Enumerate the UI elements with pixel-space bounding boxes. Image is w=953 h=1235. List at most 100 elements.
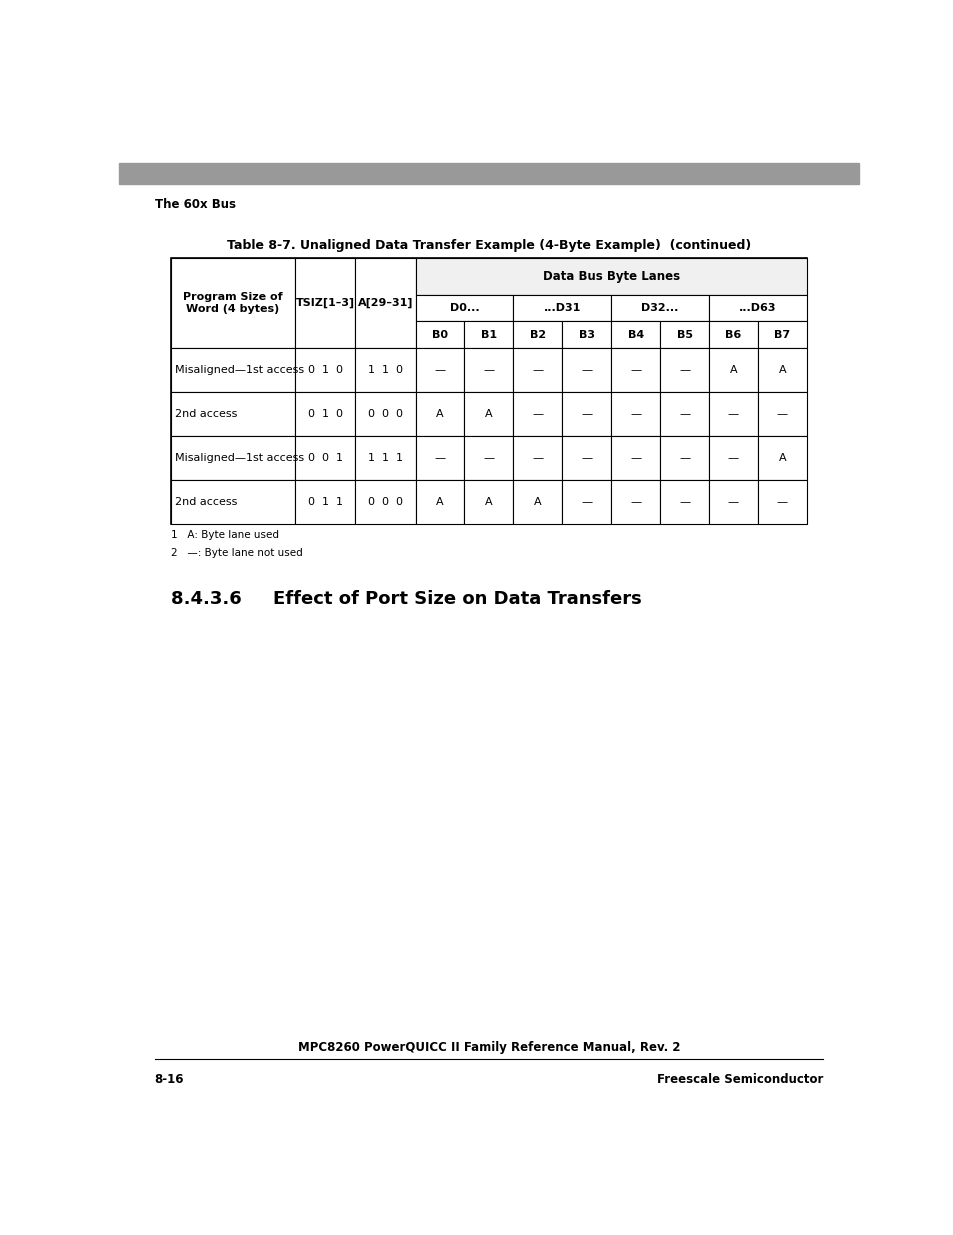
Text: —: — <box>532 409 543 419</box>
Text: —: — <box>679 453 689 463</box>
Text: Table 8-7. Unaligned Data Transfer Example (4-Byte Example)  (continued): Table 8-7. Unaligned Data Transfer Examp… <box>227 238 750 252</box>
Bar <box>708 391 757 436</box>
Text: 0  0  0: 0 0 0 <box>368 409 402 419</box>
Bar <box>611 480 659 524</box>
Text: A: A <box>778 366 785 375</box>
Bar <box>659 348 708 391</box>
Bar <box>294 480 355 524</box>
Bar <box>171 348 294 391</box>
Bar <box>355 258 416 348</box>
Bar <box>464 480 513 524</box>
Bar <box>757 391 806 436</box>
Text: —: — <box>532 366 543 375</box>
Bar <box>171 258 294 348</box>
Text: 2nd access: 2nd access <box>175 496 237 506</box>
Text: A: A <box>729 366 737 375</box>
Text: A: A <box>534 496 541 506</box>
Text: A[29–31]: A[29–31] <box>357 298 413 308</box>
Text: A: A <box>436 496 443 506</box>
Text: B3: B3 <box>578 330 594 340</box>
Text: 2   —: Byte lane not used: 2 —: Byte lane not used <box>171 547 302 557</box>
Bar <box>416 436 464 480</box>
Bar <box>464 391 513 436</box>
Bar <box>416 480 464 524</box>
Bar <box>708 321 757 348</box>
Text: ...D31: ...D31 <box>543 303 580 314</box>
Text: —: — <box>629 453 640 463</box>
Text: Freescale Semiconductor: Freescale Semiconductor <box>656 1072 822 1086</box>
Text: D32...: D32... <box>640 303 679 314</box>
Bar <box>294 348 355 391</box>
Bar <box>355 480 416 524</box>
Bar <box>464 348 513 391</box>
Bar <box>757 436 806 480</box>
Bar <box>561 391 611 436</box>
Text: 0  1  1: 0 1 1 <box>307 496 342 506</box>
Text: 1  1  1: 1 1 1 <box>368 453 402 463</box>
Text: —: — <box>629 496 640 506</box>
Bar <box>355 436 416 480</box>
Bar <box>659 321 708 348</box>
Text: —: — <box>580 453 592 463</box>
Text: —: — <box>679 409 689 419</box>
Bar <box>611 348 659 391</box>
Text: —: — <box>727 496 739 506</box>
Text: —: — <box>629 366 640 375</box>
Text: B0: B0 <box>432 330 448 340</box>
Text: 2nd access: 2nd access <box>175 409 237 419</box>
Bar <box>294 436 355 480</box>
Bar <box>561 480 611 524</box>
Text: —: — <box>434 366 445 375</box>
Bar <box>464 436 513 480</box>
Bar <box>119 163 858 184</box>
Bar <box>611 321 659 348</box>
Text: B2: B2 <box>529 330 545 340</box>
Text: A: A <box>778 453 785 463</box>
Bar <box>659 480 708 524</box>
Text: 0  1  0: 0 1 0 <box>307 366 342 375</box>
Text: —: — <box>727 453 739 463</box>
Bar <box>513 321 561 348</box>
Text: —: — <box>580 496 592 506</box>
Bar <box>416 321 464 348</box>
Text: —: — <box>629 409 640 419</box>
Text: —: — <box>483 453 494 463</box>
Text: —: — <box>532 453 543 463</box>
Text: 0  0  1: 0 0 1 <box>307 453 342 463</box>
Bar <box>171 480 294 524</box>
Text: 8.4.3.6     Effect of Port Size on Data Transfers: 8.4.3.6 Effect of Port Size on Data Tran… <box>171 590 641 609</box>
Text: The 60x Bus: The 60x Bus <box>154 198 235 211</box>
Text: —: — <box>580 409 592 419</box>
Text: D0...: D0... <box>449 303 478 314</box>
Text: ...D63: ...D63 <box>739 303 776 314</box>
Bar <box>416 258 806 295</box>
Text: 1   A: Byte lane used: 1 A: Byte lane used <box>171 531 278 541</box>
Bar <box>708 295 806 321</box>
Bar <box>611 295 708 321</box>
Text: A: A <box>485 496 492 506</box>
Text: —: — <box>727 409 739 419</box>
Text: 0  0  0: 0 0 0 <box>368 496 402 506</box>
Bar <box>294 258 355 348</box>
Text: Misaligned—1st access: Misaligned—1st access <box>175 366 304 375</box>
Bar <box>513 480 561 524</box>
Bar <box>171 258 806 524</box>
Text: Program Size of
Word (4 bytes): Program Size of Word (4 bytes) <box>183 291 282 314</box>
Text: A: A <box>436 409 443 419</box>
Bar <box>513 348 561 391</box>
Bar <box>513 295 611 321</box>
Bar <box>757 321 806 348</box>
Bar <box>416 348 464 391</box>
Bar <box>757 480 806 524</box>
Bar <box>611 391 659 436</box>
Bar <box>355 348 416 391</box>
Text: —: — <box>580 366 592 375</box>
Text: B4: B4 <box>627 330 643 340</box>
Text: —: — <box>434 453 445 463</box>
Text: 1  1  0: 1 1 0 <box>368 366 402 375</box>
Text: —: — <box>776 409 787 419</box>
Bar <box>171 391 294 436</box>
Bar <box>611 436 659 480</box>
Bar <box>513 391 561 436</box>
Bar <box>416 391 464 436</box>
